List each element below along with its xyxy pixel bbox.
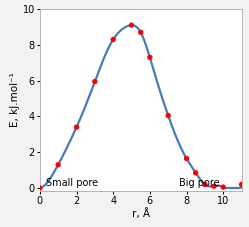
- Point: [38, 186, 42, 190]
- Point: [111, 38, 115, 41]
- Y-axis label: E, kJ.mol⁻¹: E, kJ.mol⁻¹: [10, 72, 20, 127]
- Text: Big pore: Big pore: [179, 178, 220, 188]
- Point: [194, 171, 198, 175]
- Point: [212, 184, 216, 188]
- Point: [74, 125, 78, 129]
- Point: [93, 80, 97, 83]
- X-axis label: r, Å: r, Å: [132, 208, 150, 219]
- Point: [240, 183, 244, 186]
- Text: Small pore: Small pore: [46, 178, 98, 188]
- Point: [129, 23, 133, 27]
- Point: [203, 183, 207, 186]
- Point: [166, 114, 170, 117]
- Point: [56, 163, 60, 167]
- Point: [221, 185, 225, 189]
- Point: [148, 56, 152, 59]
- Point: [185, 157, 188, 160]
- Point: [139, 30, 143, 34]
